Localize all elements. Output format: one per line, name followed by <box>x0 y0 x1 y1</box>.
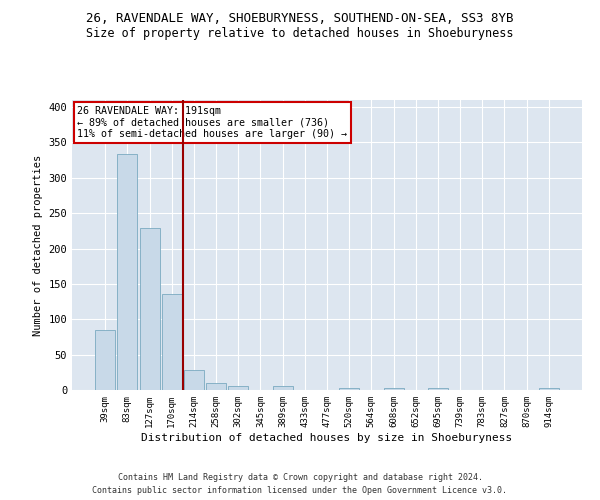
Bar <box>272 386 293 390</box>
Bar <box>339 388 359 390</box>
Bar <box>184 370 204 390</box>
Bar <box>140 228 160 390</box>
Bar <box>95 330 115 390</box>
Bar <box>206 383 226 390</box>
Bar <box>539 388 559 390</box>
Text: 26, RAVENDALE WAY, SHOEBURYNESS, SOUTHEND-ON-SEA, SS3 8YB: 26, RAVENDALE WAY, SHOEBURYNESS, SOUTHEN… <box>86 12 514 26</box>
Text: Contains public sector information licensed under the Open Government Licence v3: Contains public sector information licen… <box>92 486 508 495</box>
Text: Size of property relative to detached houses in Shoeburyness: Size of property relative to detached ho… <box>86 28 514 40</box>
Y-axis label: Number of detached properties: Number of detached properties <box>33 154 43 336</box>
Bar <box>383 388 404 390</box>
Bar <box>428 388 448 390</box>
Text: 26 RAVENDALE WAY: 191sqm
← 89% of detached houses are smaller (736)
11% of semi-: 26 RAVENDALE WAY: 191sqm ← 89% of detach… <box>77 106 347 139</box>
Bar <box>228 386 248 390</box>
X-axis label: Distribution of detached houses by size in Shoeburyness: Distribution of detached houses by size … <box>142 432 512 442</box>
Bar <box>118 154 137 390</box>
Bar <box>162 294 182 390</box>
Text: Contains HM Land Registry data © Crown copyright and database right 2024.: Contains HM Land Registry data © Crown c… <box>118 472 482 482</box>
